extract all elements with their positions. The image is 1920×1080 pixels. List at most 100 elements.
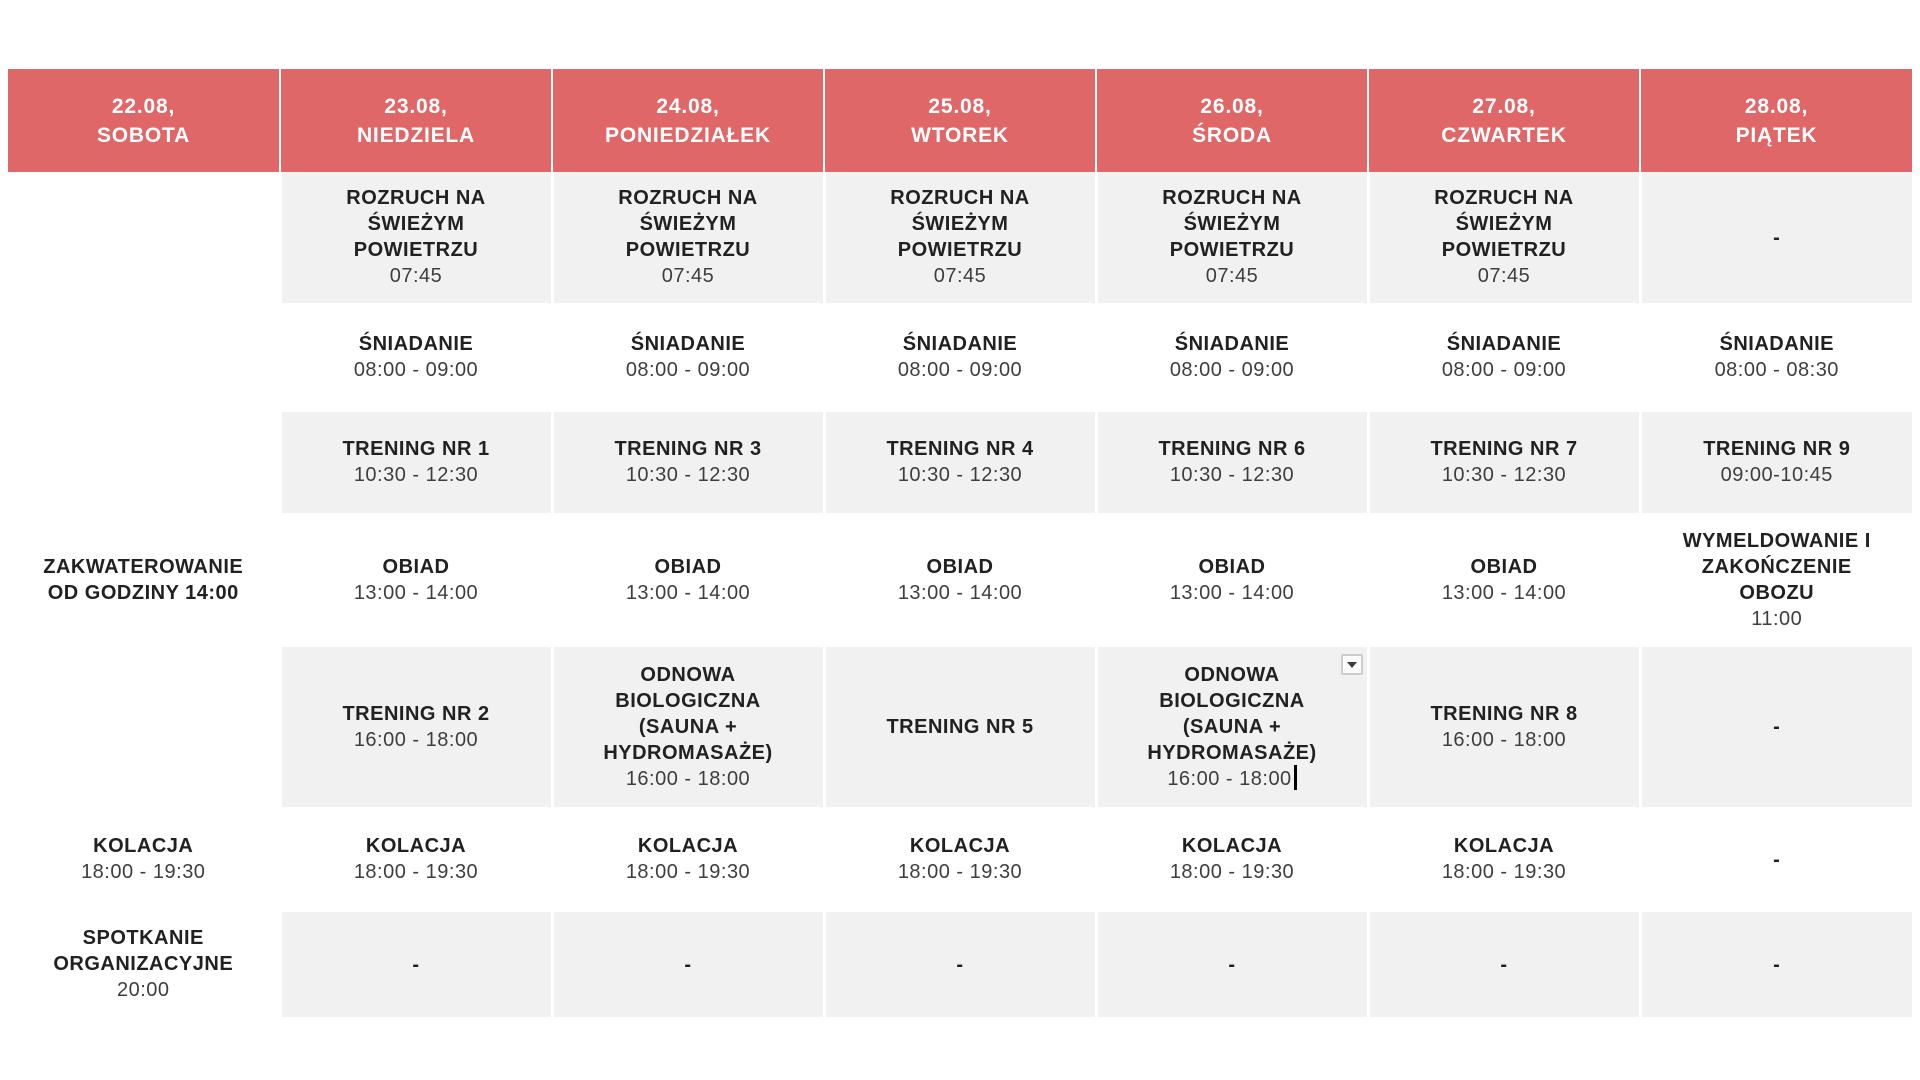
activity-title: KOLACJA (1181, 835, 1283, 857)
cell-r4c3[interactable]: OBIAD 13:00 - 14:00 (550, 513, 824, 647)
cell-r3c2[interactable]: TRENING NR 1 10:30 - 12:30 (278, 412, 552, 513)
cell-r7c1[interactable]: SPOTKANIE ORGANIZACYJNE 20:00 (8, 912, 280, 1017)
empty-slot-dash: - (1773, 226, 1781, 249)
activity-title: TRENING NR 9 (1703, 438, 1851, 460)
cell-r2c4[interactable]: ŚNIADANIE 08:00 - 09:00 (822, 303, 1096, 412)
activity-time-text: 10:30 - 12:30 (1169, 464, 1295, 486)
cell-r7c5[interactable]: - (1094, 912, 1368, 1017)
activity-time-text: 18:00 - 19:30 (897, 861, 1023, 883)
cell-r5c2[interactable]: TRENING NR 2 16:00 - 18:00 (278, 647, 552, 807)
cell-r3c5[interactable]: TRENING NR 6 10:30 - 12:30 (1094, 412, 1368, 513)
activity-time-text: 10:30 - 12:30 (625, 464, 751, 486)
cell-r6c3[interactable]: KOLACJA 18:00 - 19:30 (550, 807, 824, 912)
activity-time: 13:00 - 14:00 (1118, 580, 1347, 607)
activity-title: KOLACJA (637, 835, 739, 857)
cell-r4c1[interactable]: ZAKWATEROWANIE OD GODZINY 14:00 (8, 513, 280, 647)
activity-title: ROZRUCH NA ŚWIEŻYM POWIETRZU (1162, 187, 1302, 261)
day-header-5[interactable]: 26.08, ŚRODA (1095, 69, 1368, 172)
cell-r5c3[interactable]: ODNOWA BIOLOGICZNA (SAUNA + HYDROMASAŻE)… (550, 647, 824, 807)
header-day: PONIEDZIAŁEK (605, 123, 771, 147)
schedule-table: 22.08, SOBOTA 23.08, NIEDZIELA 24.08, PONIEDZ… (8, 69, 1912, 1017)
activity-time-text: 07:45 (1205, 265, 1259, 287)
header-date: 25.08, (928, 94, 992, 118)
schedule-header: 22.08, SOBOTA 23.08, NIEDZIELA 24.08, PONIEDZ… (8, 69, 1912, 172)
cell-r4c6[interactable]: OBIAD 13:00 - 14:00 (1366, 513, 1640, 647)
cell-r7c2[interactable]: - (278, 912, 552, 1017)
table-row: ZAKWATEROWANIE OD GODZINY 14:00 OBIAD 13:0… (8, 513, 1912, 647)
cell-r1c7[interactable]: - (1638, 172, 1912, 303)
activity-time-text: 07:45 (389, 265, 443, 287)
header-date: 23.08, (384, 94, 448, 118)
table-row: SPOTKANIE ORGANIZACYJNE 20:00 - - - - - - (8, 912, 1912, 1017)
cell-r5c5[interactable]: ODNOWA BIOLOGICZNA (SAUNA + HYDROMASAŻE)… (1094, 647, 1368, 807)
day-header-6[interactable]: 27.08, CZWARTEK (1367, 69, 1640, 172)
cell-r4c5[interactable]: OBIAD 13:00 - 14:00 (1094, 513, 1368, 647)
activity-time-text: 16:00 - 18:00 (1167, 767, 1292, 790)
activity-time: 13:00 - 14:00 (846, 580, 1075, 607)
cell-r6c1[interactable]: KOLACJA 18:00 - 19:30 (8, 807, 280, 912)
cell-r2c6[interactable]: ŚNIADANIE 08:00 - 09:00 (1366, 303, 1640, 412)
day-header-3[interactable]: 24.08, PONIEDZIAŁEK (551, 69, 824, 172)
cell-r3c1[interactable] (8, 412, 280, 513)
activity-title: ODNOWA BIOLOGICZNA (SAUNA + HYDROMASAŻE) (1147, 663, 1317, 764)
cell-r6c2[interactable]: KOLACJA 18:00 - 19:30 (278, 807, 552, 912)
cell-r1c4[interactable]: ROZRUCH NA ŚWIEŻYM POWIETRZU 07:45 (822, 172, 1096, 303)
activity-title: ŚNIADANIE (1174, 333, 1290, 355)
header-row: 22.08, SOBOTA 23.08, NIEDZIELA 24.08, PONIEDZ… (8, 69, 1912, 172)
cell-r6c7[interactable]: - (1638, 807, 1912, 912)
chevron-down-icon (1346, 661, 1357, 668)
cell-r3c3[interactable]: TRENING NR 3 10:30 - 12:30 (550, 412, 824, 513)
cell-r5c7[interactable]: - (1638, 647, 1912, 807)
cell-r7c6[interactable]: - (1366, 912, 1640, 1017)
activity-time-text: 16:00 - 18:00 (625, 767, 751, 790)
cell-r1c6[interactable]: ROZRUCH NA ŚWIEŻYM POWIETRZU 07:45 (1366, 172, 1640, 303)
cell-r5c1[interactable] (8, 647, 280, 807)
cell-r7c3[interactable]: - (550, 912, 824, 1017)
cell-r1c5[interactable]: ROZRUCH NA ŚWIEŻYM POWIETRZU 07:45 (1094, 172, 1368, 303)
cell-r3c6[interactable]: TRENING NR 7 10:30 - 12:30 (1366, 412, 1640, 513)
cell-r1c3[interactable]: ROZRUCH NA ŚWIEŻYM POWIETRZU 07:45 (550, 172, 824, 303)
activity-title: TRENING NR 8 (1430, 702, 1578, 725)
cell-r2c7[interactable]: ŚNIADANIE 08:00 - 08:30 (1638, 303, 1912, 412)
cell-r2c2[interactable]: ŚNIADANIE 08:00 - 09:00 (278, 303, 552, 412)
cell-r2c5[interactable]: ŚNIADANIE 08:00 - 09:00 (1094, 303, 1368, 412)
activity-time: 08:00 - 09:00 (574, 357, 803, 384)
cell-r5c4[interactable]: TRENING NR 5 (822, 647, 1096, 807)
cell-r6c6[interactable]: KOLACJA 18:00 - 19:30 (1366, 807, 1640, 912)
cell-r3c4[interactable]: TRENING NR 4 10:30 - 12:30 (822, 412, 1096, 513)
activity-time-text: 10:30 - 12:30 (353, 464, 479, 486)
empty-slot-dash: - (956, 953, 964, 976)
cell-r7c7[interactable]: - (1638, 912, 1912, 1017)
header-day: SOBOTA (96, 123, 191, 147)
cell-r2c3[interactable]: ŚNIADANIE 08:00 - 09:00 (550, 303, 824, 412)
cell-dropdown-button[interactable] (1340, 654, 1363, 675)
header-date: 22.08, (111, 94, 176, 118)
activity-time-text: 09:00-10:45 (1720, 464, 1833, 486)
activity-title: ŚNIADANIE (902, 333, 1018, 355)
header-day: ŚRODA (1192, 123, 1272, 147)
cell-r6c4[interactable]: KOLACJA 18:00 - 19:30 (822, 807, 1096, 912)
cell-r1c2[interactable]: ROZRUCH NA ŚWIEŻYM POWIETRZU 07:45 (278, 172, 552, 303)
activity-time-text: 07:45 (933, 265, 987, 287)
cell-r3c7[interactable]: TRENING NR 9 09:00-10:45 (1638, 412, 1912, 513)
cell-r4c7[interactable]: WYMELDOWANIE I ZAKOŃCZENIE OBOZU 11:00 (1638, 513, 1912, 647)
activity-title: KOLACJA (365, 835, 467, 857)
activity-title: ROZRUCH NA ŚWIEŻYM POWIETRZU (890, 187, 1030, 261)
cell-r1c1[interactable] (8, 172, 280, 303)
cell-r4c2[interactable]: OBIAD 13:00 - 14:00 (278, 513, 552, 647)
day-header-7[interactable]: 28.08, PIĄTEK (1639, 69, 1912, 172)
day-header-2[interactable]: 23.08, NIEDZIELA (279, 69, 552, 172)
cell-r5c6[interactable]: TRENING NR 8 16:00 - 18:00 (1366, 647, 1640, 807)
header-day: WTOREK (911, 123, 1009, 147)
cell-r7c4[interactable]: - (822, 912, 1096, 1017)
cell-r2c1[interactable] (8, 303, 280, 412)
activity-title: ŚNIADANIE (630, 333, 746, 355)
activity-time: 10:30 - 12:30 (302, 462, 531, 489)
empty-slot-dash: - (1773, 848, 1781, 871)
day-header-4[interactable]: 25.08, WTOREK (823, 69, 1096, 172)
day-header-1[interactable]: 22.08, SOBOTA (8, 69, 280, 172)
activity-time-text: 20:00 (116, 979, 170, 1001)
cell-r6c5[interactable]: KOLACJA 18:00 - 19:30 (1094, 807, 1368, 912)
empty-slot-dash: - (412, 953, 420, 976)
cell-r4c4[interactable]: OBIAD 13:00 - 14:00 (822, 513, 1096, 647)
